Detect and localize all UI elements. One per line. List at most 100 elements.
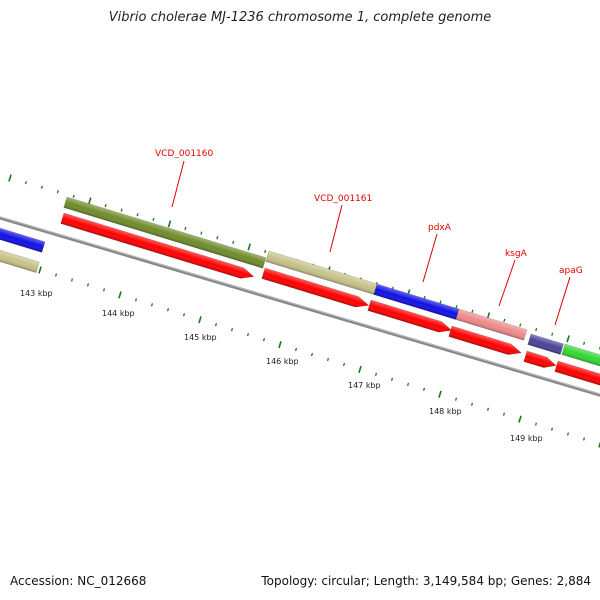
outer-tick: [439, 300, 442, 304]
outer-tick: [247, 243, 251, 251]
scale-label-147-kbp: 147 kbp: [348, 381, 381, 390]
gene-bar-blue-left: [0, 221, 46, 253]
leader-pdxa: [422, 233, 438, 283]
outer-tick: [582, 341, 586, 346]
inner-tick: [470, 402, 474, 406]
outer-tick: [56, 190, 59, 194]
inner-tick: [582, 437, 586, 441]
genome-backbone: [0, 216, 600, 397]
outer-tick: [551, 332, 554, 336]
backbone-line: [0, 216, 600, 397]
outer-tick: [566, 335, 570, 343]
outer-tick: [72, 194, 75, 199]
inner-tick: [134, 298, 138, 302]
scale-label-148-kbp: 148 kbp: [429, 407, 462, 416]
leader-apag: [554, 276, 571, 326]
cds-arrow-4: [448, 325, 522, 355]
inner-tick: [86, 283, 90, 287]
inner-tick: [550, 427, 554, 431]
cds-arrow-5: [523, 350, 557, 368]
inner-tick: [118, 291, 122, 299]
inner-tick: [358, 365, 362, 374]
gene-bar-pink: [455, 308, 528, 341]
cds-arrow-1: [60, 212, 255, 279]
outer-tick: [8, 174, 12, 182]
scale-label-143-kbp: 143 kbp: [20, 289, 53, 298]
inner-tick: [150, 303, 154, 307]
outer-tick: [471, 309, 474, 313]
outer-tick: [503, 318, 506, 323]
outer-tick: [24, 180, 28, 185]
inner-tick: [198, 316, 202, 324]
inner-tick: [246, 333, 250, 337]
gene-bar-olive: [63, 196, 267, 269]
inner-tick: [374, 372, 378, 377]
inner-tick: [390, 377, 394, 381]
outer-tick: [40, 185, 43, 189]
inner-tick: [310, 352, 314, 357]
inner-tick: [54, 273, 58, 277]
inner-tick-ring: [38, 266, 600, 448]
gene-label-vcd-001161: VCD_001161: [314, 194, 372, 204]
inner-tick: [230, 328, 234, 332]
map-title: Vibrio cholerae MJ-1236 chromosome 1, co…: [108, 10, 492, 25]
inner-tick: [422, 387, 426, 391]
gene-bar-khaki-left: [0, 243, 40, 273]
gene-label-ksga: ksgA: [505, 249, 528, 259]
inner-tick: [598, 441, 600, 448]
outer-tick: [167, 220, 172, 228]
cds-arrow-6: [554, 360, 600, 386]
inner-tick: [326, 357, 330, 362]
inner-tick: [454, 397, 458, 401]
scale-label-145-kbp: 145 kbp: [184, 333, 217, 342]
outer-tick: [232, 240, 235, 244]
outer-tick: [264, 249, 267, 254]
gene-label-pdxa: pdxA: [428, 223, 452, 233]
outer-tick: [423, 295, 426, 300]
outer-tick: [216, 236, 219, 240]
outer-tick: [519, 323, 522, 327]
inner-tick: [38, 266, 42, 274]
inner-tick: [566, 432, 570, 436]
gene-bar-green: [561, 343, 600, 373]
inner-tick: [278, 340, 282, 349]
inner-tick: [102, 288, 106, 292]
outer-tick: [136, 213, 139, 217]
scale-label-144-kbp: 144 kbp: [102, 309, 135, 318]
outer-tick: [200, 231, 203, 235]
inner-tick: [518, 415, 522, 423]
inner-tick: [294, 347, 298, 352]
genome-summary-text: Topology: circular; Length: 3,149,584 bp…: [261, 574, 591, 588]
accession-text: Accession: NC_012668: [10, 574, 147, 588]
inner-tick: [214, 323, 218, 327]
leader-vcd-001160: [171, 160, 185, 208]
inner-tick: [182, 313, 186, 317]
leader-ksga: [498, 259, 516, 307]
outer-tick: [535, 327, 538, 332]
outer-tick: [87, 197, 92, 205]
inner-tick: [438, 390, 442, 398]
cds-arrow-3: [367, 299, 453, 333]
outer-tick: [104, 203, 107, 208]
inner-tick: [502, 412, 506, 416]
scale-label-149-kbp: 149 kbp: [510, 434, 543, 443]
outer-tick: [184, 226, 187, 231]
gene-label-vcd-001160: VCD_001160: [155, 149, 214, 159]
gene-bar-slate: [527, 333, 564, 355]
gene-label-lines: [171, 160, 571, 326]
inner-tick: [486, 407, 490, 411]
outer-tick: [152, 217, 155, 221]
inner-tick: [342, 362, 346, 367]
gene-bar-blue: [373, 283, 460, 320]
outer-tick: [120, 208, 123, 212]
gene-label-apag: apaG: [559, 266, 583, 276]
backbone-highlight: [0, 216, 600, 395]
leader-vcd-001161: [329, 204, 343, 253]
outer-tick: [455, 305, 458, 309]
scale-label-146-kbp: 146 kbp: [266, 357, 299, 366]
cds-arrow-2: [261, 267, 370, 308]
feature-tracks: [0, 196, 600, 386]
inner-tick: [70, 278, 74, 282]
inner-tick: [166, 308, 170, 312]
